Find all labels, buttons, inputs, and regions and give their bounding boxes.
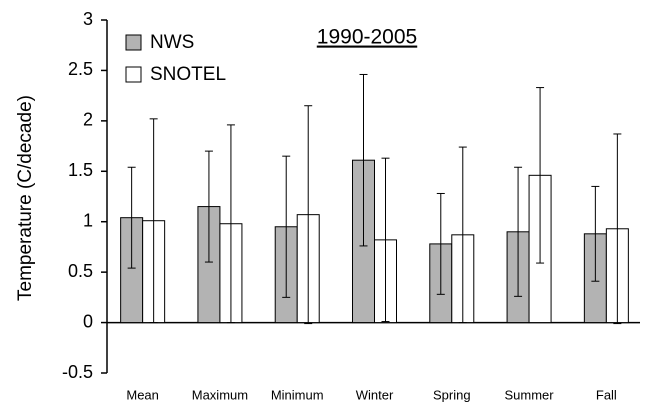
y-tick-label: 1	[83, 210, 93, 230]
x-tick-label: Mean	[126, 387, 159, 402]
y-tick-label: 0	[83, 311, 93, 331]
x-tick-label: Summer	[505, 387, 555, 402]
y-tick-label: 3	[83, 9, 93, 29]
y-tick-label: 0.5	[68, 261, 93, 281]
y-tick-label: 2.5	[68, 59, 93, 79]
x-tick-label: Maximum	[192, 387, 248, 402]
y-axis-title: Temperature (C/decade)	[15, 95, 36, 301]
x-tick-label: Fall	[596, 387, 617, 402]
legend-swatch	[125, 34, 142, 51]
legend-swatch	[125, 66, 142, 83]
chart-title: 1990-2005	[317, 26, 417, 49]
y-tick-label: -0.5	[62, 362, 93, 382]
y-tick-label: 1.5	[68, 160, 93, 180]
y-tick-label: 2	[83, 110, 93, 130]
x-tick-label: Minimum	[271, 387, 324, 402]
x-tick-label: Winter	[356, 387, 394, 402]
legend-label: SNOTEL	[150, 64, 226, 85]
x-tick-label: Spring	[433, 387, 471, 402]
legend-label: NWS	[150, 32, 194, 53]
